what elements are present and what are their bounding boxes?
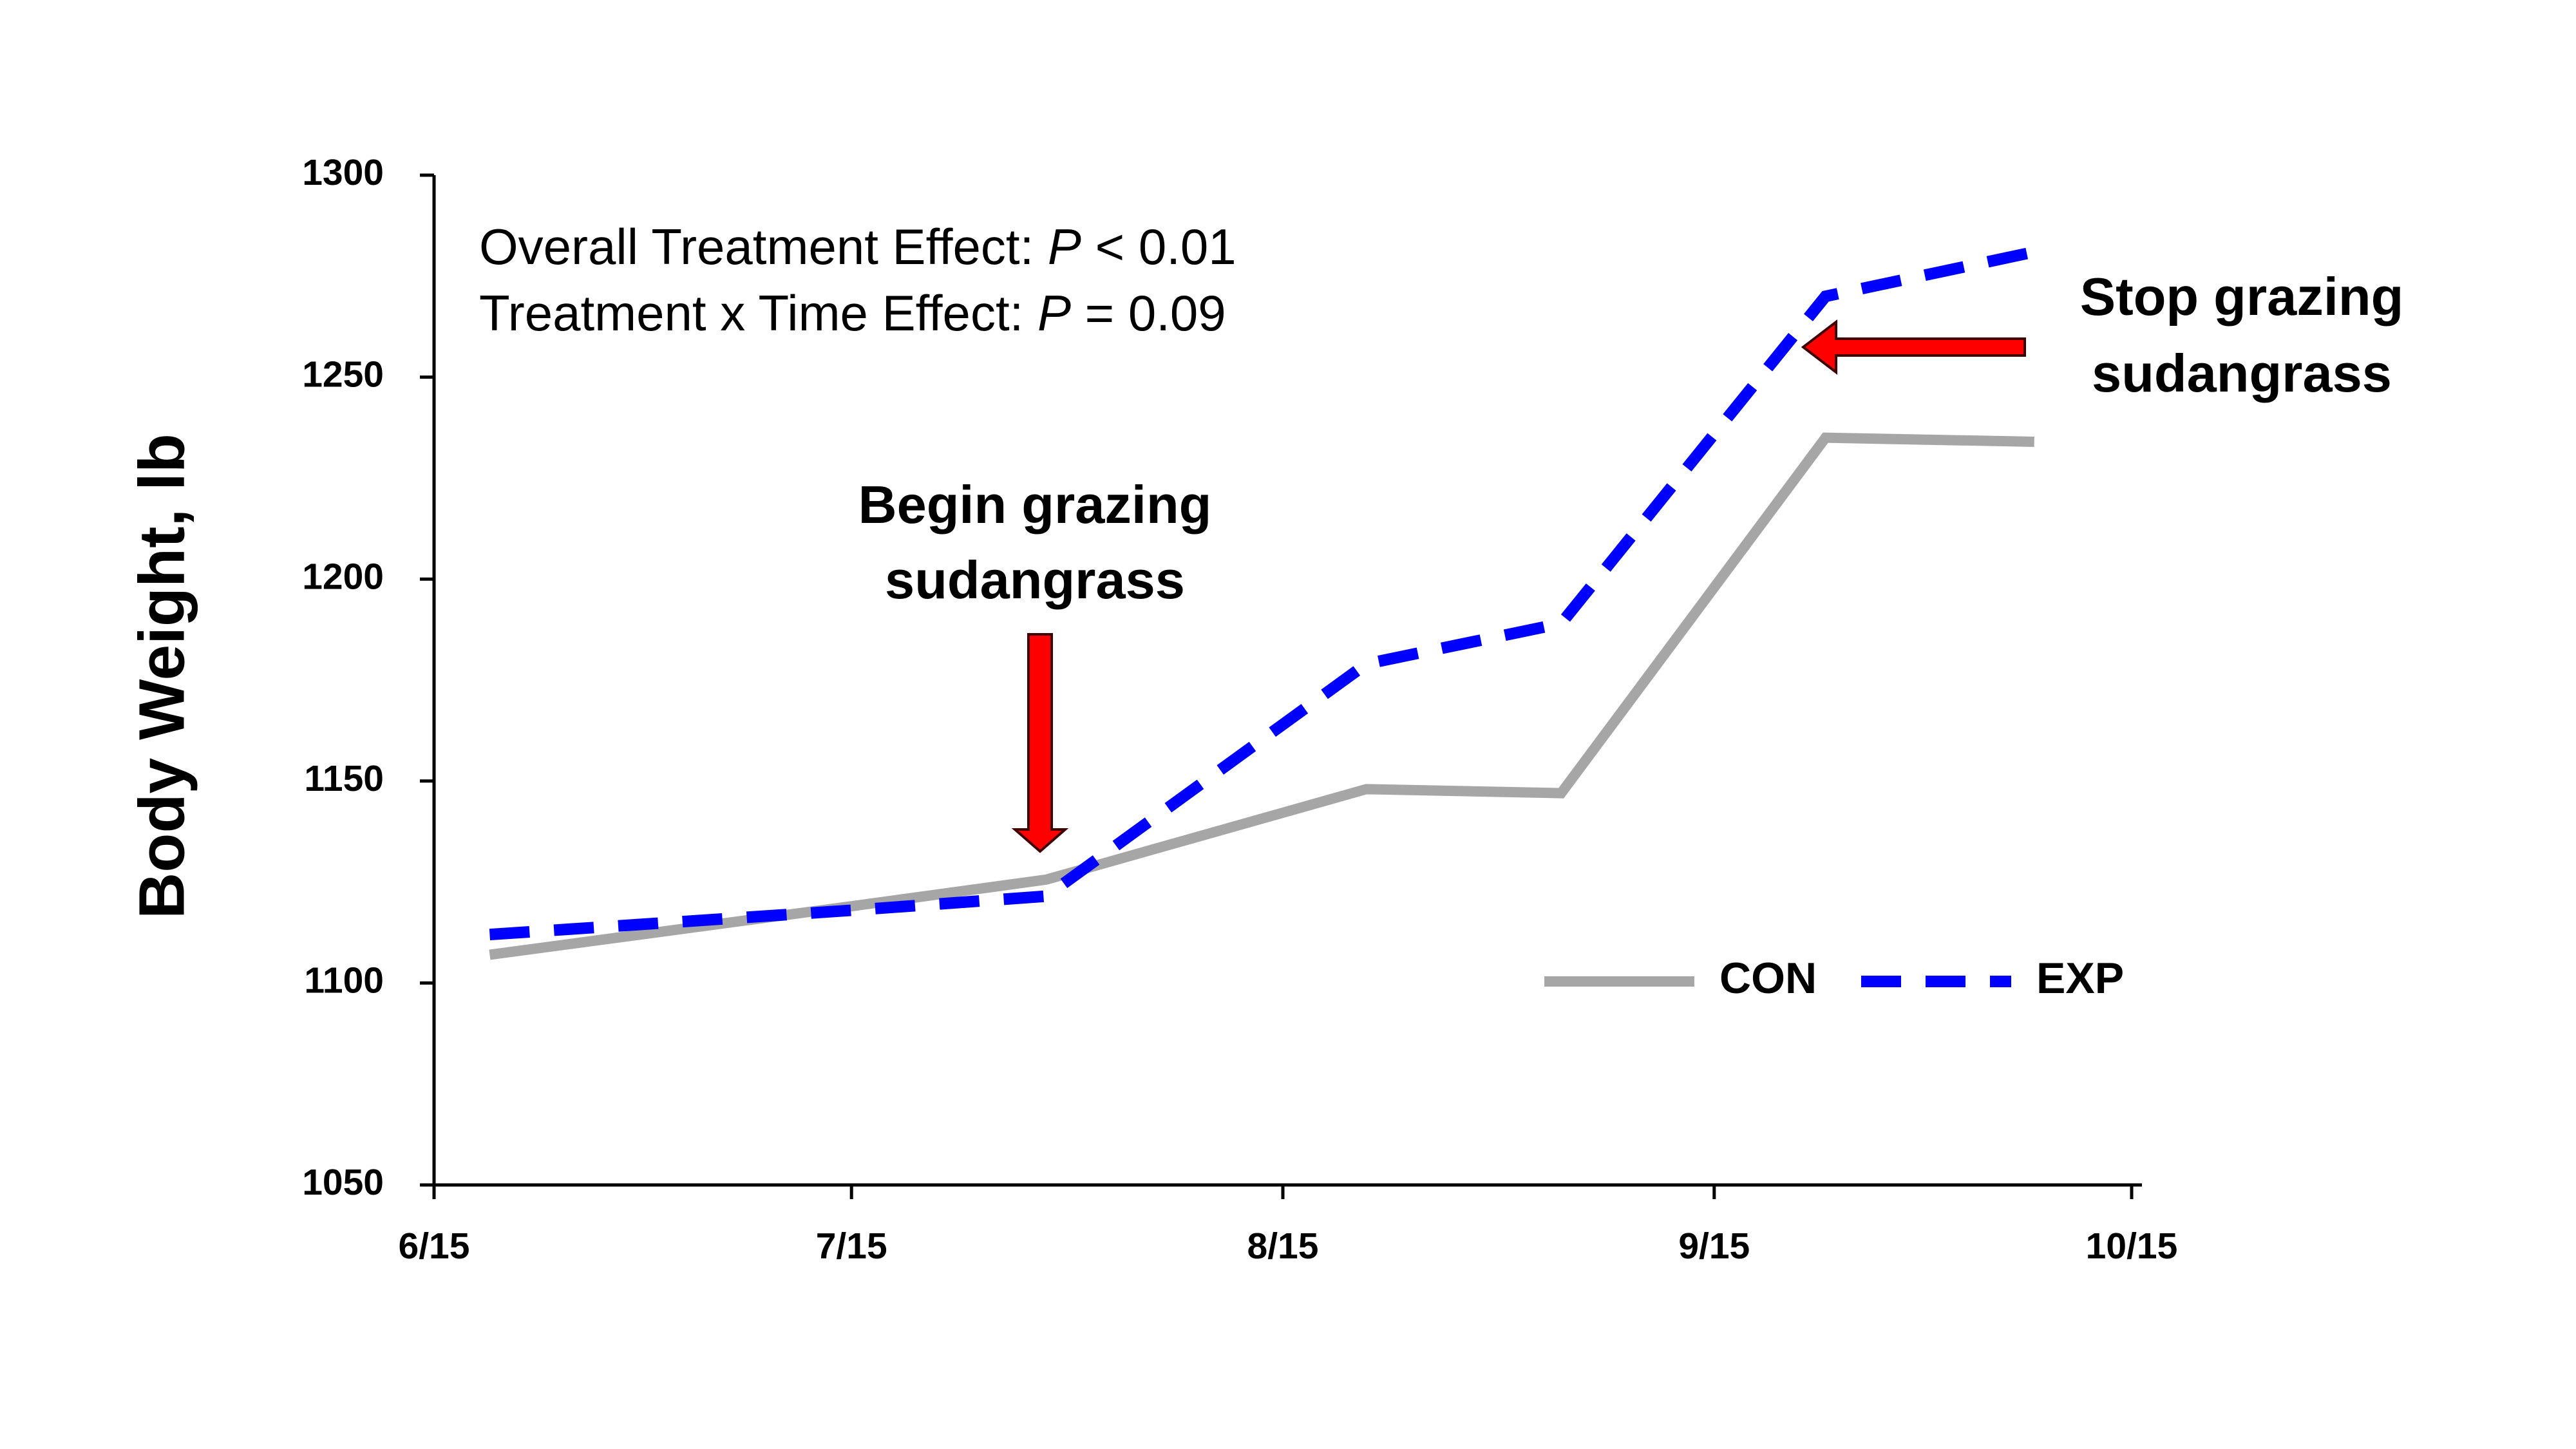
arrow [1011, 633, 1069, 853]
annotation: sudangrass [885, 550, 1185, 610]
x-tick-label: 7/15 [816, 1226, 887, 1267]
y-axis-label: Body Weight, lb [126, 433, 198, 919]
series-line [489, 432, 2034, 960]
x-tick-label: 6/15 [399, 1226, 470, 1267]
stat-label: Treatment x Time Effect: [479, 285, 1037, 341]
y-tick-label: 1200 [302, 556, 384, 597]
stat-symbol: P [1048, 218, 1081, 275]
annotation: sudangrass [2092, 343, 2392, 403]
arrow [1801, 319, 2026, 375]
x-tick-label: 8/15 [1247, 1226, 1319, 1267]
y-tick-label: 1150 [304, 758, 384, 799]
annotation: Begin grazing [858, 475, 1212, 535]
legend-label: CON [1719, 954, 1817, 1003]
stat-label: Overall Treatment Effect: [479, 218, 1048, 275]
series-line [489, 246, 2036, 941]
annotation: Stop grazing [2080, 267, 2404, 327]
y-tick-label: 1100 [304, 960, 384, 1001]
y-tick-label: 1300 [302, 152, 384, 193]
y-tick-label: 1250 [302, 354, 384, 395]
statistic: Treatment x Time Effect: P = 0.09 [479, 285, 1226, 341]
stat-relation: < 0.01 [1081, 218, 1236, 275]
statistic: Overall Treatment Effect: P < 0.01 [479, 218, 1236, 275]
legend-label: EXP [2036, 954, 2124, 1003]
x-tick-label: 9/15 [1678, 1226, 1750, 1267]
y-tick-label: 1050 [302, 1162, 384, 1203]
stat-symbol: P [1037, 285, 1071, 341]
stat-relation: = 0.09 [1071, 285, 1226, 341]
x-tick-label: 10/15 [2086, 1226, 2178, 1267]
